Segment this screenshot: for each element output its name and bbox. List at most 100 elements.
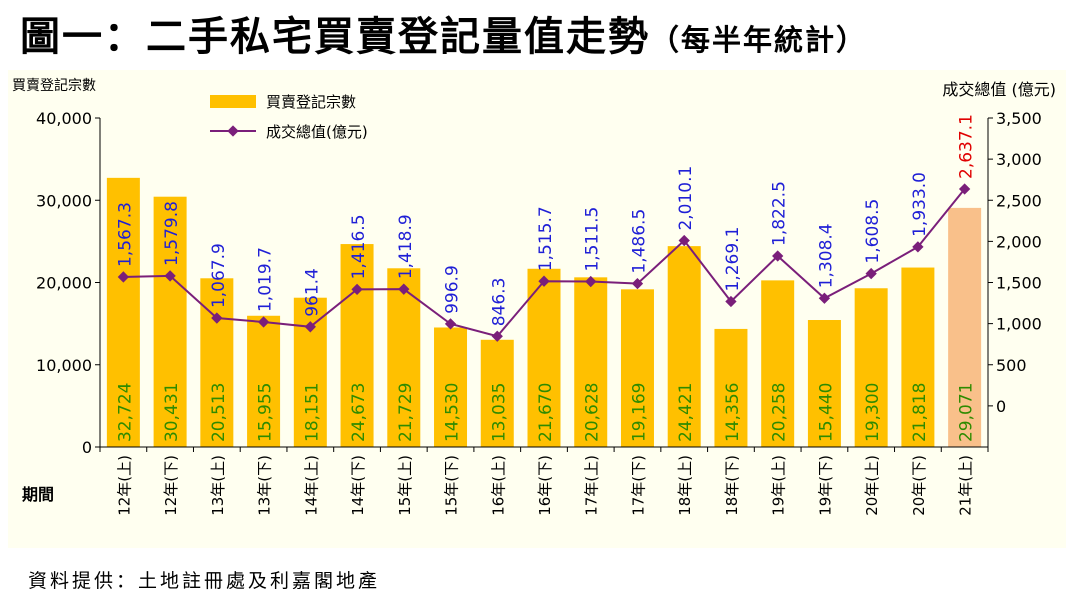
line-value-label: 1,019.7 xyxy=(256,247,276,312)
bar-value-label: 24,673 xyxy=(349,383,369,442)
right-tick-label: 500 xyxy=(996,356,1027,375)
bar-value-label: 30,431 xyxy=(162,383,182,442)
bar-17 xyxy=(854,288,888,447)
value-marker xyxy=(211,312,223,324)
x-tick-label: 19年(下) xyxy=(816,455,834,516)
x-tick-label: 21年(上) xyxy=(957,455,975,516)
bar-1 xyxy=(106,177,140,447)
left-tick-label: 30,000 xyxy=(36,191,92,210)
legend-marker-value xyxy=(227,125,239,137)
line-value-label: 1,567.3 xyxy=(115,202,135,267)
right-tick-label: 2,000 xyxy=(996,232,1042,251)
legend-swatch-bars xyxy=(210,95,256,108)
x-tick-label: 20年(下) xyxy=(910,455,928,516)
line-value-label: 1,608.5 xyxy=(863,199,883,264)
line-value-label: 1,308.4 xyxy=(816,223,836,288)
bar-value-label: 21,670 xyxy=(536,383,556,442)
right-tick-label: 1,000 xyxy=(996,315,1042,334)
bar-11 xyxy=(574,277,608,447)
left-tick-label: 40,000 xyxy=(36,109,92,128)
right-axis-label: 成交總值 (億元) xyxy=(942,80,1056,99)
right-tick-label: 1,500 xyxy=(996,274,1042,293)
bar-value-label: 20,513 xyxy=(209,383,229,442)
x-tick-label: 15年(上) xyxy=(396,455,414,516)
bar-2 xyxy=(153,196,187,447)
right-tick-label: 3,500 xyxy=(996,109,1042,128)
value-marker xyxy=(725,295,737,308)
bar-9 xyxy=(480,339,514,447)
bar-value-label: 19,300 xyxy=(863,383,883,442)
line-value-label: 1,418.9 xyxy=(396,214,416,279)
bar-value-label: 21,818 xyxy=(910,383,930,442)
x-tick-label: 18年(下) xyxy=(723,455,741,516)
bar-value-label: 13,035 xyxy=(489,383,509,442)
bar-value-label: 19,169 xyxy=(629,383,649,442)
value-marker xyxy=(538,275,550,287)
value-marker xyxy=(818,292,831,304)
bar-16 xyxy=(807,320,841,447)
x-tick-label: 17年(上) xyxy=(583,455,601,516)
line-value-label: 2,010.1 xyxy=(676,166,696,231)
combo-chart: 32,724 30,431 20,513 15,955 18,151 24,673 21,7… xyxy=(12,77,1056,516)
value-marker xyxy=(865,267,877,280)
value-marker xyxy=(491,330,503,342)
x-tick-label: 16年(下) xyxy=(536,455,554,516)
value-marker xyxy=(585,275,597,288)
x-tick-label: 19年(上) xyxy=(770,455,788,516)
line-value-label: 1,933.0 xyxy=(910,172,930,237)
left-axis-label: 買賣登記宗數 xyxy=(12,77,96,94)
x-tick-label: 12年(上) xyxy=(115,455,133,516)
title-main: 圖一：二手私宅買賣登記量值走勢 xyxy=(20,14,650,60)
bar-value-label: 15,955 xyxy=(256,383,276,442)
x-tick-label: 13年(上) xyxy=(209,455,227,516)
value-marker xyxy=(257,316,270,328)
bar-value-label: 29,071 xyxy=(957,383,977,442)
bar-6 xyxy=(340,244,374,447)
line-value-label: 1,579.8 xyxy=(162,201,182,266)
x-tick-label: 15年(下) xyxy=(443,455,461,516)
value-marker xyxy=(912,241,924,253)
bar-12 xyxy=(620,289,654,447)
bar-3 xyxy=(200,278,234,447)
x-tick-label: 12年(下) xyxy=(162,455,180,516)
value-marker xyxy=(398,283,410,295)
value-marker xyxy=(678,234,690,247)
right-tick-label: 0 xyxy=(996,397,1006,416)
bar-value-label: 20,628 xyxy=(583,383,603,442)
x-tick-label: 20年(上) xyxy=(863,455,881,516)
line-value-label: 1,269.1 xyxy=(723,227,743,292)
x-axis-label: 期間 xyxy=(22,485,54,504)
bar-value-label: 20,258 xyxy=(770,383,790,442)
x-tick-label: 14年(下) xyxy=(349,455,367,516)
left-tick-label: 10,000 xyxy=(36,356,92,375)
line-value-label: 1,416.5 xyxy=(349,214,369,279)
legend-label-value: 成交總值(億元) xyxy=(266,123,368,141)
line-value-label: 846.3 xyxy=(489,278,509,327)
bar-value-label: 21,729 xyxy=(396,383,416,442)
line-value-label: 1,515.7 xyxy=(536,206,556,271)
x-tick-label: 17年(下) xyxy=(629,455,647,516)
bar-value-label: 15,440 xyxy=(816,383,836,442)
bar-8 xyxy=(434,327,468,447)
source-note: 資料提供：土地註冊處及利嘉閣地產 xyxy=(28,570,381,592)
title-sub: （每半年統計） xyxy=(650,23,868,57)
bar-value-label: 24,421 xyxy=(676,383,696,442)
value-marker xyxy=(631,277,644,290)
bar-15 xyxy=(761,280,795,447)
value-marker xyxy=(444,318,457,330)
line-value-label: 1,822.5 xyxy=(770,181,790,246)
x-tick-label: 14年(上) xyxy=(302,455,320,516)
value-marker xyxy=(772,250,784,262)
bar-value-label: 14,356 xyxy=(723,383,743,442)
bar-value-label: 32,724 xyxy=(115,383,135,442)
value-marker xyxy=(164,270,176,282)
line-value-label: 1,511.5 xyxy=(583,207,603,272)
line-value-label: 2,637.1 xyxy=(957,114,977,179)
bar-value-label: 14,530 xyxy=(443,383,463,442)
x-tick-label: 18年(上) xyxy=(676,455,694,516)
chart-title: 圖一：二手私宅買賣登記量值走勢（每半年統計） xyxy=(20,4,1060,66)
right-tick-label: 3,000 xyxy=(996,150,1042,169)
bar-18 xyxy=(901,267,935,447)
left-tick-label: 20,000 xyxy=(36,274,92,293)
left-tick-label: 0 xyxy=(82,438,92,457)
